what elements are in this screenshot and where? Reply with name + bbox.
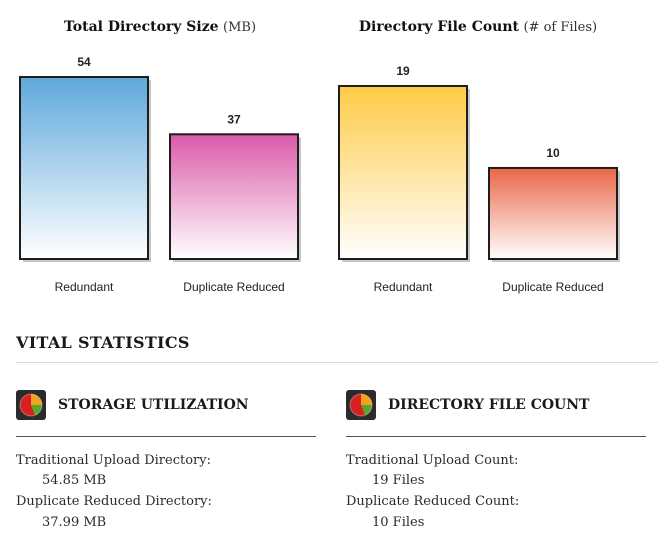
storage-utilization-heading: STORAGE UTILIZATION bbox=[58, 397, 249, 413]
chart-title-unit: (MB) bbox=[223, 20, 257, 35]
storage-utilization-header: STORAGE UTILIZATION bbox=[16, 390, 249, 420]
bar-value-label: 19 bbox=[396, 64, 410, 78]
bar-value-label: 54 bbox=[77, 55, 91, 69]
bar-charts: 54 Redundant 37 Duplicate Reduced 19 Redundan… bbox=[19, 55, 620, 294]
stat-label: Traditional Upload Directory: bbox=[16, 453, 211, 468]
file-count-divider bbox=[346, 436, 646, 437]
chart-title-unit: (# of Files) bbox=[523, 20, 598, 35]
storage-divider bbox=[16, 436, 316, 437]
chart-title-directory-size: Total Directory Size (MB) bbox=[10, 19, 310, 39]
category-label: Redundant bbox=[55, 280, 114, 294]
bar-value-label: 37 bbox=[227, 112, 241, 126]
chart-title-text: Total Directory Size bbox=[63, 19, 219, 35]
category-label: Duplicate Reduced bbox=[183, 280, 284, 294]
stat-label: Duplicate Reduced Count: bbox=[346, 494, 520, 509]
stat-label: Duplicate Reduced Directory: bbox=[16, 494, 212, 509]
stat-value: 37.99 MB bbox=[42, 515, 107, 530]
stat-label: Traditional Upload Count: bbox=[346, 453, 519, 468]
pie-chart-icon bbox=[16, 390, 46, 420]
category-label: Duplicate Reduced bbox=[502, 280, 603, 294]
stat-value: 10 Files bbox=[372, 515, 425, 530]
vital-statistics-title: VITAL STATISTICS bbox=[16, 333, 190, 352]
pie-chart-icon bbox=[346, 390, 376, 420]
directory-file-count-header: DIRECTORY FILE COUNT bbox=[346, 390, 589, 420]
category-label: Redundant bbox=[374, 280, 433, 294]
chart-title-file-count: Directory File Count (# of Files) bbox=[328, 19, 628, 39]
bar-redundant bbox=[338, 85, 468, 260]
bar-duplicate-reduced bbox=[488, 166, 618, 261]
bar-value-label: 10 bbox=[546, 146, 560, 160]
bar-redundant bbox=[19, 76, 149, 260]
chart-title-text: Directory File Count bbox=[358, 19, 520, 35]
section-divider bbox=[16, 362, 658, 363]
bar-duplicate-reduced bbox=[169, 133, 299, 260]
stat-value: 19 Files bbox=[372, 473, 425, 488]
directory-file-count-heading: DIRECTORY FILE COUNT bbox=[388, 397, 590, 413]
stat-value: 54.85 MB bbox=[42, 473, 107, 488]
